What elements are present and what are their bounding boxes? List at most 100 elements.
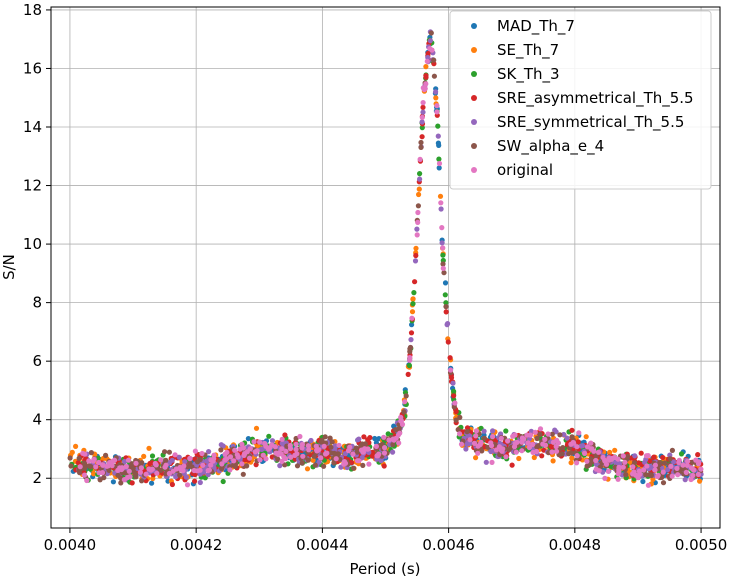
point-original	[438, 200, 444, 206]
point-sre-symmetrical-th-5-5	[564, 435, 570, 441]
point-sw-alpha-e-4	[657, 460, 663, 466]
point-sw-alpha-e-4	[506, 447, 512, 453]
point-original	[554, 437, 560, 443]
point-sw-alpha-e-4	[557, 432, 563, 438]
point-sw-alpha-e-4	[328, 444, 334, 450]
point-original	[620, 453, 626, 459]
point-original	[305, 443, 311, 449]
point-sw-alpha-e-4	[331, 460, 337, 466]
point-sre-asymmetrical-th-5-5	[638, 450, 644, 456]
point-original	[191, 467, 197, 474]
point-original	[254, 448, 260, 454]
point-sw-alpha-e-4	[418, 139, 424, 146]
legend-marker	[471, 47, 477, 53]
point-original	[695, 461, 702, 467]
point-se-th-7	[697, 478, 703, 484]
point-original	[512, 441, 518, 447]
point-sw-alpha-e-4	[481, 435, 487, 441]
point-original	[643, 453, 650, 459]
point-sre-symmetrical-th-5-5	[561, 431, 567, 438]
point-original	[652, 467, 658, 473]
point-original	[297, 433, 303, 440]
legend-label: original	[497, 161, 553, 179]
point-sw-alpha-e-4	[646, 472, 653, 478]
point-original	[674, 465, 680, 471]
point-original	[512, 432, 518, 438]
point-original	[593, 466, 599, 472]
legend-marker	[471, 23, 477, 29]
point-original	[402, 399, 408, 405]
point-original	[489, 459, 495, 465]
point-original	[458, 441, 465, 447]
point-original	[381, 450, 388, 456]
point-original	[440, 265, 446, 271]
point-original	[473, 428, 479, 434]
point-sre-asymmetrical-th-5-5	[443, 309, 449, 315]
point-original	[519, 439, 525, 445]
point-original	[200, 462, 206, 468]
point-original	[574, 444, 580, 450]
point-original	[86, 458, 92, 464]
point-sw-alpha-e-4	[77, 470, 83, 476]
point-original	[137, 469, 143, 475]
point-sw-alpha-e-4	[321, 463, 327, 469]
point-original	[620, 464, 626, 470]
legend-box	[449, 10, 712, 190]
point-original	[208, 457, 214, 463]
point-sre-asymmetrical-th-5-5	[169, 481, 175, 488]
point-sre-symmetrical-th-5-5	[417, 176, 423, 182]
point-sw-alpha-e-4	[431, 73, 437, 79]
point-sk-th-3	[678, 451, 685, 457]
point-sre-asymmetrical-th-5-5	[412, 279, 418, 285]
point-sre-symmetrical-th-5-5	[450, 380, 456, 386]
point-sw-alpha-e-4	[479, 448, 485, 454]
point-sre-symmetrical-th-5-5	[671, 459, 677, 465]
point-sw-alpha-e-4	[431, 57, 437, 63]
point-mad-th-7	[110, 479, 116, 485]
point-sw-alpha-e-4	[282, 462, 288, 468]
point-original	[260, 452, 266, 458]
point-se-th-7	[473, 455, 479, 461]
y-tick-label: 10	[23, 235, 42, 253]
point-original	[545, 431, 551, 437]
point-sre-asymmetrical-th-5-5	[651, 455, 657, 461]
point-original	[299, 441, 305, 448]
point-sre-symmetrical-th-5-5	[420, 109, 426, 115]
point-original	[421, 86, 427, 93]
point-se-th-7	[516, 455, 522, 462]
point-sw-alpha-e-4	[407, 348, 413, 355]
point-sw-alpha-e-4	[118, 480, 124, 486]
point-original	[170, 468, 176, 474]
point-sre-asymmetrical-th-5-5	[549, 444, 555, 450]
point-original	[333, 456, 339, 462]
point-sw-alpha-e-4	[67, 455, 73, 461]
point-sre-asymmetrical-th-5-5	[647, 458, 653, 464]
point-original	[424, 58, 430, 64]
point-sre-symmetrical-th-5-5	[308, 437, 314, 444]
point-sk-th-3	[149, 453, 156, 459]
point-sw-alpha-e-4	[662, 460, 668, 466]
point-original	[407, 355, 413, 361]
point-original	[513, 449, 519, 455]
point-original	[415, 209, 421, 216]
point-original	[488, 443, 495, 449]
point-original	[630, 464, 636, 470]
point-sre-symmetrical-th-5-5	[197, 471, 203, 477]
point-original	[693, 457, 699, 463]
point-original	[593, 457, 599, 464]
point-sw-alpha-e-4	[86, 463, 92, 469]
point-se-th-7	[433, 95, 439, 101]
point-original	[386, 437, 392, 443]
point-original	[365, 446, 371, 452]
point-sre-asymmetrical-th-5-5	[369, 449, 376, 455]
point-sre-asymmetrical-th-5-5	[147, 460, 153, 467]
point-original	[91, 456, 97, 462]
point-original	[126, 468, 132, 474]
point-sw-alpha-e-4	[194, 459, 201, 465]
point-original	[239, 461, 245, 467]
point-original	[390, 436, 396, 442]
point-original	[530, 441, 536, 448]
point-se-th-7	[569, 455, 575, 461]
point-original	[574, 460, 580, 466]
point-sw-alpha-e-4	[403, 393, 409, 399]
